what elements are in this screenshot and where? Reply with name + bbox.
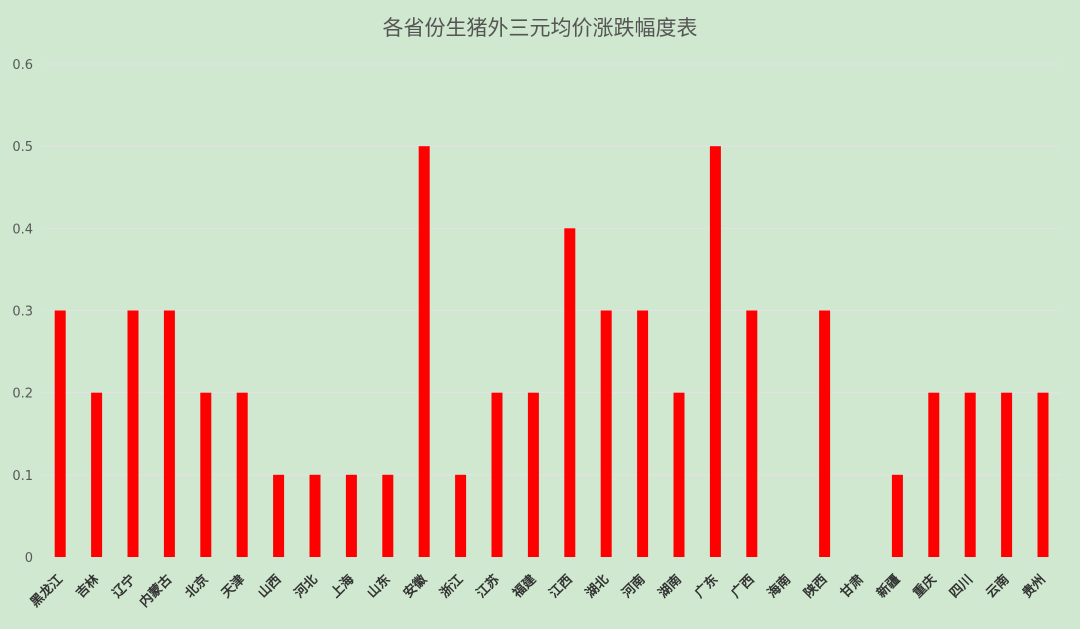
bar [273,474,285,557]
x-tick-label: 陕西 [801,572,831,602]
x-tick-label: 浙江 [437,572,467,602]
x-tick-label: 云南 [983,572,1013,602]
bar [928,392,940,557]
bar [527,392,539,557]
y-tick-label: 0.4 [12,222,33,237]
bar [163,310,175,557]
y-tick-label: 0 [25,551,33,566]
x-tick-label: 山东 [364,572,394,602]
x-tick-label: 北京 [182,572,212,602]
y-tick-label: 0.6 [12,58,33,73]
x-tick-label: 江苏 [473,572,503,602]
x-tick-label: 贵州 [1019,572,1049,602]
x-tick-label: 河北 [291,572,321,602]
bar [600,310,612,557]
x-tick-label: 湖北 [583,572,612,601]
y-tick-label: 0.1 [12,469,33,484]
x-tick-label: 安徽 [400,571,430,601]
x-tick-label: 广西 [728,572,758,602]
y-tick-label: 0.3 [12,305,33,320]
bar [891,474,903,557]
bar [382,474,394,557]
bar [491,392,503,557]
bar [418,146,430,557]
bar [200,392,212,557]
x-tick-label: 湖南 [655,572,685,602]
x-tick-label: 吉林 [73,572,103,602]
x-tick-label: 黑龙江 [27,572,66,611]
x-tick-label: 上海 [328,572,358,602]
x-tick-label: 重庆 [910,572,940,602]
x-tick-label: 四川 [947,572,976,601]
x-tick-label: 江西 [546,572,576,602]
bar [54,310,66,557]
bar [673,392,685,557]
x-tick-label: 山西 [255,572,285,602]
bar [127,310,139,557]
bar [91,392,103,557]
x-tick-label: 新疆 [874,572,904,602]
x-tick-label: 海南 [764,572,794,602]
bar [236,392,248,557]
bar [819,310,831,557]
x-tick-label: 甘肃 [837,572,867,602]
bar [455,474,467,557]
bar [309,474,321,557]
y-tick-label: 0.2 [12,387,33,402]
x-tick-label: 辽宁 [109,572,139,602]
bar [1037,392,1049,557]
chart-title: 各省份生猪外三元均价涨跌幅度表 [382,16,698,40]
x-tick-label: 天津 [218,572,248,602]
bar [564,228,576,558]
bar [1001,392,1013,557]
x-tick-label: 福建 [509,572,539,602]
bar [964,392,976,557]
x-tick-label: 广东 [692,572,722,602]
bar [637,310,649,557]
x-tick-label: 内蒙古 [136,572,175,611]
bar [746,310,758,557]
x-tick-label: 河南 [619,572,649,602]
bar [709,146,721,557]
y-tick-label: 0.5 [12,140,33,155]
bar [345,474,357,557]
